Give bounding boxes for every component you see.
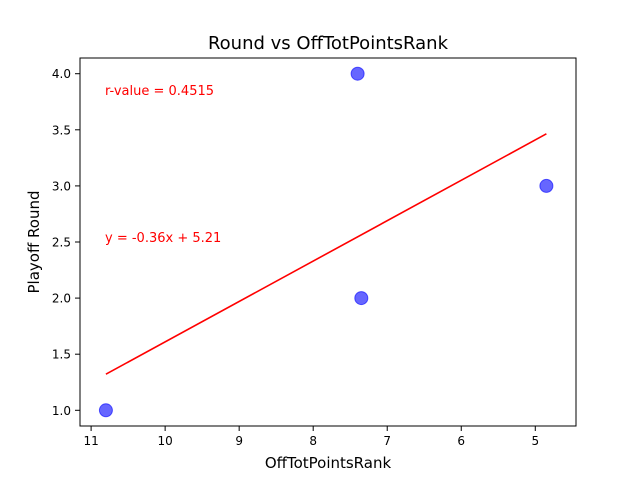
y-axis-label: Playoff Round (25, 190, 43, 293)
y-tick-label: 2.0 (52, 292, 71, 306)
scatter-point (539, 178, 554, 193)
x-tick-label: 8 (309, 434, 317, 448)
y-tick-label: 1.5 (52, 348, 71, 362)
plot-area (98, 66, 554, 418)
chart-title: Round vs OffTotPointsRank (208, 33, 449, 54)
x-tick-label: 10 (157, 434, 172, 448)
x-tick-label: 6 (457, 434, 465, 448)
y-tick-label: 3.5 (52, 123, 71, 137)
scatter-point (98, 403, 113, 418)
x-tick-label: 9 (235, 434, 243, 448)
scatter-point (350, 66, 365, 81)
y-tick-label: 3.0 (52, 179, 71, 193)
x-tick-label: 5 (531, 434, 539, 448)
x-axis-label: OffTotPointsRank (265, 454, 392, 472)
y-tick-label: 1.0 (52, 404, 71, 418)
y-tick-label: 2.5 (52, 236, 71, 250)
x-axis: 11 10 9 8 7 6 5 (83, 426, 539, 448)
equation-annotation: y = -0.36x + 5.21 (105, 231, 221, 246)
y-tick-label: 4.0 (52, 67, 71, 81)
regression-line (105, 133, 547, 375)
r-value-annotation: r-value = 0.4515 (105, 84, 214, 99)
y-axis: 1.0 1.5 2.0 2.5 3.0 3.5 4.0 (52, 67, 80, 418)
scatter-point (354, 291, 369, 306)
x-tick-label: 11 (83, 434, 98, 448)
x-tick-label: 7 (383, 434, 391, 448)
